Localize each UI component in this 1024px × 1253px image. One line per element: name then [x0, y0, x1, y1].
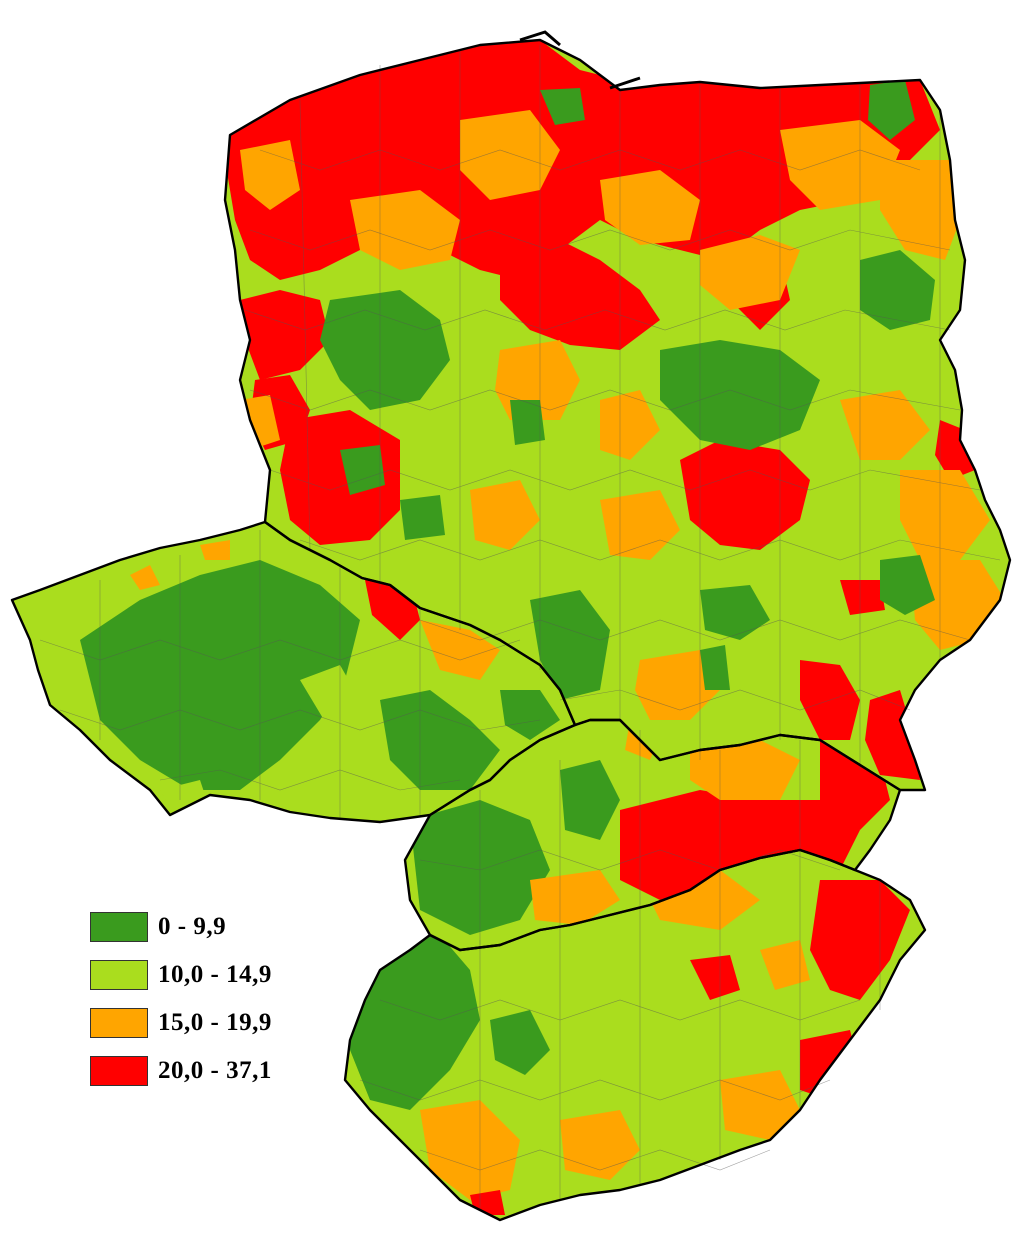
legend-item: 10,0 - 14,9	[90, 951, 272, 999]
legend-label: 0 - 9,9	[158, 913, 227, 940]
legend-label: 15,0 - 19,9	[158, 1009, 272, 1036]
legend-item: 15,0 - 19,9	[90, 999, 272, 1047]
legend-item: 20,0 - 37,1	[90, 1047, 272, 1095]
legend-swatch-red	[90, 1056, 148, 1086]
legend-label: 10,0 - 14,9	[158, 961, 272, 988]
legend-swatch-light-green	[90, 960, 148, 990]
legend-label: 20,0 - 37,1	[158, 1057, 272, 1084]
legend: 0 - 9,9 10,0 - 14,9 15,0 - 19,9 20,0 - 3…	[90, 903, 272, 1095]
hel-peninsula	[519, 30, 561, 47]
legend-swatch-orange	[90, 1008, 148, 1038]
vistula-spit	[609, 76, 641, 90]
district-boundaries	[39, 45, 1001, 1210]
legend-swatch-dark-green	[90, 912, 148, 942]
country-borders	[10, 38, 1012, 1222]
hungary-border	[343, 848, 927, 1222]
legend-item: 0 - 9,9	[90, 903, 272, 951]
